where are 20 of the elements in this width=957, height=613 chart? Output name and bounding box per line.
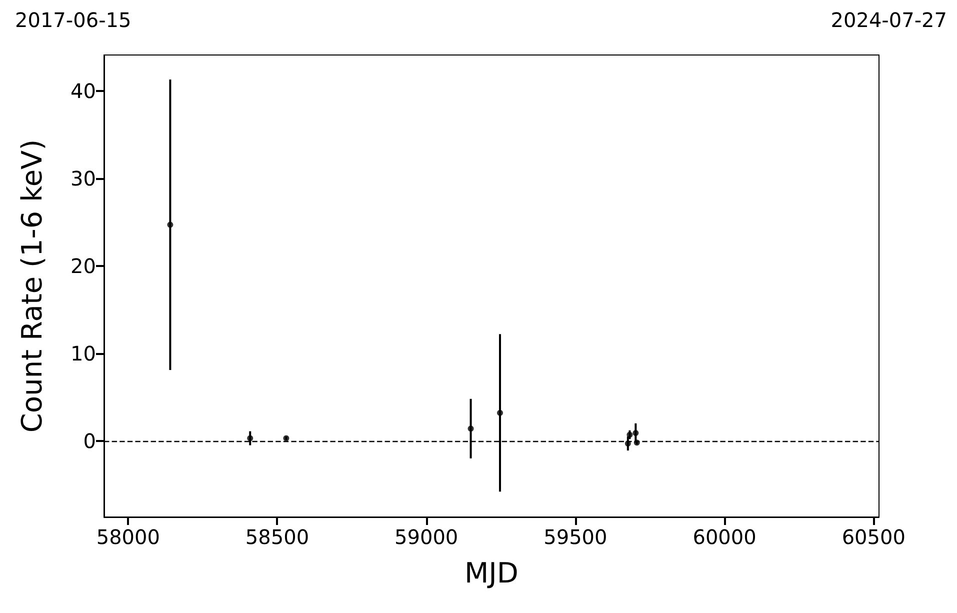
y-tick-label: 40 xyxy=(70,78,96,103)
x-tick-label: 58000 xyxy=(96,525,160,549)
text: 2017-06-15 xyxy=(15,8,132,32)
y-tick-label: 10 xyxy=(70,341,96,366)
point xyxy=(167,222,174,228)
y-tick-label: 20 xyxy=(70,254,96,278)
x-tick-label: 59000 xyxy=(394,525,458,549)
point xyxy=(468,426,474,432)
x-tick-label: 59500 xyxy=(544,525,608,549)
point xyxy=(497,410,503,416)
y-axis-title: Count Rate (1-6 keV) xyxy=(16,139,48,433)
x-tick-label: 60000 xyxy=(692,525,756,549)
point xyxy=(632,430,639,436)
text: 2024-07-27 xyxy=(830,8,948,32)
y-tick-label: 0 xyxy=(83,428,96,453)
x-tick-label: 60500 xyxy=(842,525,906,549)
y-tick-label: 30 xyxy=(70,166,96,190)
point xyxy=(247,435,254,442)
x-axis-title: MJD xyxy=(464,556,518,590)
x-tick-label: 58500 xyxy=(245,525,310,549)
